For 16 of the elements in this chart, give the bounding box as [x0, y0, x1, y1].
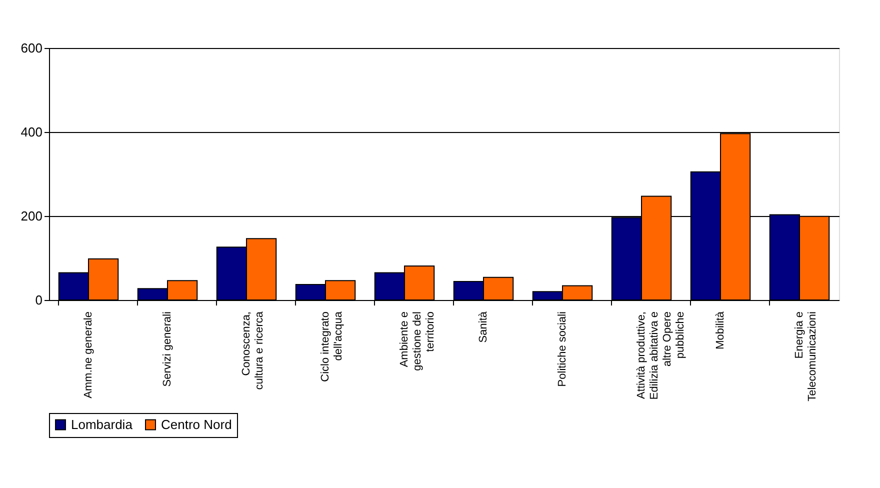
legend-label: Lombardia	[71, 416, 134, 432]
x-tick-label: Attività produttive, Edilizia abitativa e altre Opere pubbliche	[636, 312, 686, 400]
y-tick-label: 400	[20, 124, 42, 140]
x-tick-label: Mobilità	[714, 310, 726, 350]
x-tick-label: Conoscenza, cultura e ricerca	[240, 310, 266, 390]
y-tick-label: 600	[20, 40, 42, 56]
x-tick-label: Energia e Telecomunicazioni	[794, 312, 818, 402]
legend-label: Centro Nord	[161, 416, 232, 432]
x-tick-label: Servizi generali	[162, 312, 174, 387]
x-tick-label: Ciclo integrato dell'acqua	[320, 310, 344, 382]
y-tick-label: 200	[20, 208, 42, 224]
x-tick-label: Politiche sociali	[556, 312, 568, 387]
x-tick-label: Amm.ne generale	[82, 312, 94, 398]
y-tick-label: 0	[35, 292, 42, 308]
x-tick-label: Sanità	[478, 310, 490, 343]
x-tick-label: Ambiente e gestione del territorio	[398, 312, 436, 371]
